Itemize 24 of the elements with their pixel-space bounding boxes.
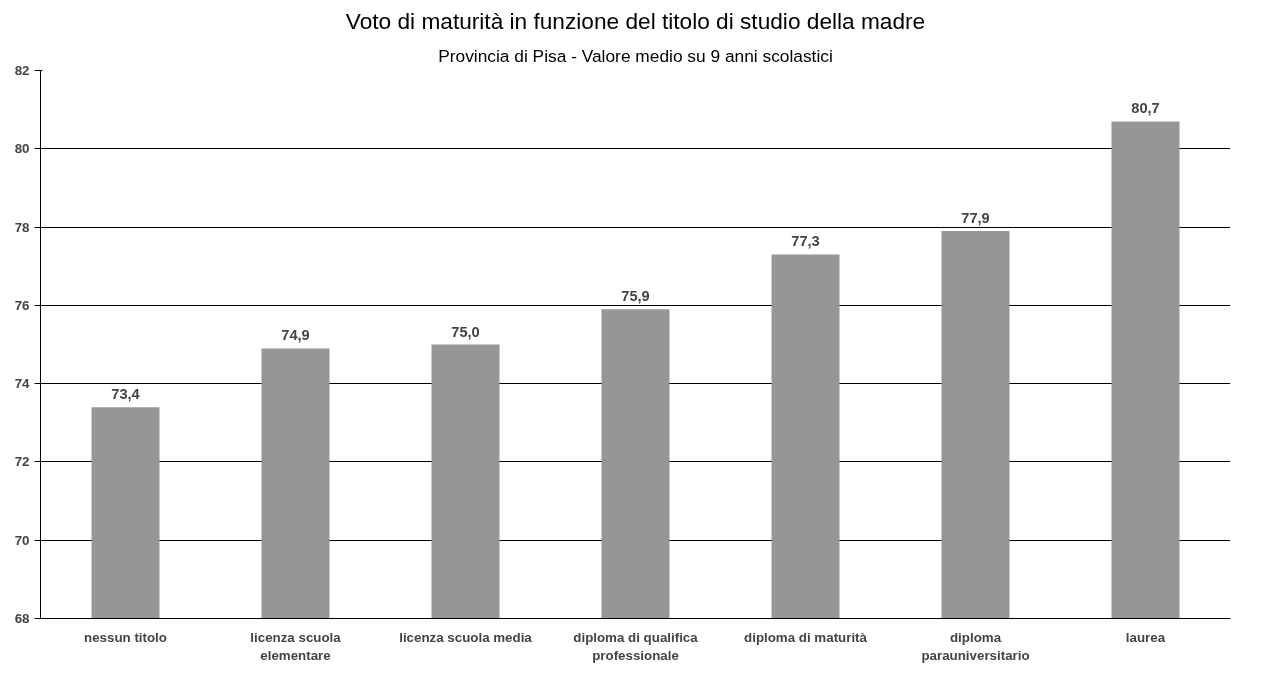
y-tick-label: 68 (14, 611, 30, 626)
y-tick-label: 76 (14, 297, 30, 313)
data-label: 77,9 (961, 209, 990, 226)
x-tick-label: nessun titolo (84, 629, 167, 645)
x-tick-label: laurea (1125, 629, 1166, 645)
data-label: 77,3 (791, 233, 820, 250)
chart-subtitle: Provincia di Pisa - Valore medio su 9 anni scolastici (438, 45, 833, 66)
y-tick-label: 80 (14, 141, 30, 157)
x-tick-label: diploma di qualifica professionale (573, 629, 699, 663)
data-label: 75,0 (451, 323, 480, 340)
data-label: 80,7 (1131, 100, 1160, 117)
x-tick-label: licenza scuola elementare (250, 629, 342, 663)
chart-title: Voto di maturità in funzione del titolo di studio della madre (345, 7, 926, 34)
data-label: 75,9 (621, 288, 650, 305)
x-tick-label: diploma di maturità (744, 629, 868, 645)
x-tick-label: licenza scuola media (399, 629, 533, 645)
y-tick-label: 74 (14, 376, 31, 392)
data-label: 74,9 (281, 327, 310, 344)
y-tick-label: 78 (14, 219, 30, 235)
y-tick-label: 70 (14, 532, 30, 548)
x-tick-label: diploma parauniversitario (921, 629, 1030, 663)
y-tick-label: 82 (14, 63, 30, 78)
y-tick-label: 72 (14, 454, 30, 470)
data-label: 73,4 (111, 386, 141, 403)
